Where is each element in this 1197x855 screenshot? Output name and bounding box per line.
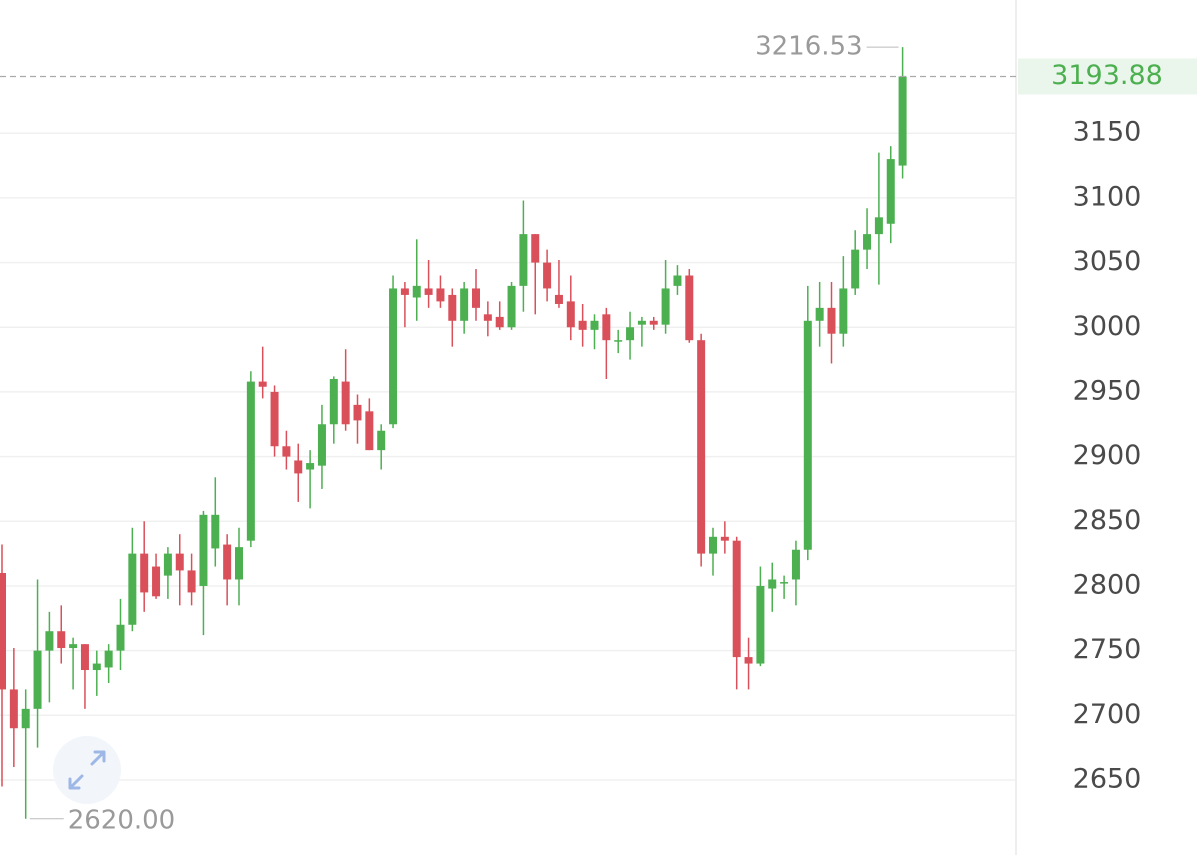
- candle-body: [685, 275, 694, 341]
- y-tick-label: 2850: [1073, 505, 1142, 536]
- candle-body: [744, 657, 753, 664]
- candle-body: [780, 582, 789, 584]
- candle-body: [116, 624, 125, 651]
- candle-body: [365, 411, 374, 451]
- candle-body: [389, 288, 398, 425]
- candle-body: [92, 663, 101, 671]
- candle-body: [57, 631, 66, 649]
- y-tick-label: 2750: [1073, 634, 1142, 665]
- candle-body: [649, 320, 658, 325]
- candle-body: [839, 288, 848, 334]
- candle-body: [175, 553, 184, 571]
- candle-body: [637, 320, 646, 325]
- candle-body: [187, 570, 196, 593]
- candle-body: [436, 288, 445, 302]
- candle-body: [602, 314, 611, 341]
- y-tick-label: 2700: [1073, 699, 1142, 730]
- candle-body: [732, 540, 741, 658]
- candle-body: [152, 566, 161, 597]
- candle-body: [80, 644, 89, 671]
- candle-body: [697, 340, 706, 554]
- expand-bg: [53, 736, 121, 804]
- candle-body: [294, 460, 303, 474]
- y-tick-label: 2800: [1073, 569, 1142, 600]
- candle-body: [45, 631, 54, 651]
- candle-body: [590, 320, 599, 330]
- candle-body: [803, 320, 812, 550]
- expand-button[interactable]: [53, 736, 121, 804]
- y-tick-label: 3000: [1073, 311, 1142, 342]
- candle-body: [282, 446, 291, 457]
- y-tick-label: 2900: [1073, 440, 1142, 471]
- candle-body: [235, 547, 243, 580]
- candle-body: [709, 536, 717, 554]
- candle-body: [353, 404, 362, 421]
- candle-body: [851, 249, 860, 289]
- candle-body: [886, 159, 895, 224]
- candle-body: [519, 234, 528, 286]
- candle-body: [33, 650, 42, 709]
- candle-body: [400, 288, 409, 295]
- candle-body: [341, 381, 350, 425]
- candle-body: [720, 536, 729, 541]
- y-tick-label: 3150: [1073, 117, 1142, 148]
- candle-body: [460, 288, 469, 321]
- y-tick-label: 3100: [1073, 181, 1142, 212]
- candle-body: [661, 288, 670, 325]
- candle-body: [317, 424, 326, 466]
- candle-body: [412, 285, 421, 298]
- candle-body: [128, 553, 137, 625]
- candle-body: [258, 381, 267, 387]
- candle-body: [69, 644, 78, 649]
- candle-body: [898, 76, 907, 166]
- candle-body: [531, 234, 540, 263]
- candle-body: [424, 288, 433, 295]
- candle-body: [673, 275, 682, 286]
- candle-body: [140, 553, 149, 593]
- min-marker-label: 2620.00: [68, 805, 176, 835]
- candle-body: [306, 463, 315, 470]
- candle-body: [566, 301, 575, 328]
- candle-body: [863, 234, 872, 250]
- y-tick-label: 2950: [1073, 375, 1142, 406]
- axis-panel: [1016, 0, 1197, 855]
- candle-body: [578, 320, 587, 330]
- candle-body: [211, 514, 220, 549]
- expand-icon: [68, 750, 106, 790]
- candle-body: [270, 391, 279, 447]
- candle-body: [874, 217, 883, 235]
- candle-body: [626, 327, 635, 341]
- candle-body: [543, 262, 552, 289]
- candle-body: [21, 708, 30, 729]
- max-marker-label: 3216.53: [755, 32, 863, 62]
- candle-body: [448, 294, 457, 321]
- candle-body: [0, 573, 6, 690]
- candle-body: [495, 316, 504, 328]
- candle-body: [614, 340, 623, 342]
- candle-body: [768, 579, 777, 589]
- last-price-box: [1018, 58, 1197, 95]
- candle-body: [377, 430, 386, 451]
- candle-body: [554, 294, 563, 304]
- candle-body: [507, 285, 516, 328]
- candle-body: [472, 288, 480, 308]
- candle-body: [483, 314, 492, 321]
- last-price-label: 3193.88: [1051, 60, 1163, 91]
- candle-body: [223, 544, 232, 580]
- candle-body: [163, 553, 172, 576]
- candle-body: [827, 307, 836, 334]
- candle-body: [9, 689, 18, 729]
- candle-body: [246, 381, 255, 541]
- y-tick-label: 3050: [1073, 246, 1142, 277]
- candle-body: [199, 514, 208, 586]
- candle-body: [104, 650, 113, 668]
- grid: [0, 132, 1016, 781]
- candle-body: [815, 307, 824, 321]
- y-tick-label: 2650: [1073, 763, 1142, 794]
- candle-body: [329, 378, 338, 425]
- candle-body: [791, 549, 800, 580]
- candle-body: [756, 585, 765, 664]
